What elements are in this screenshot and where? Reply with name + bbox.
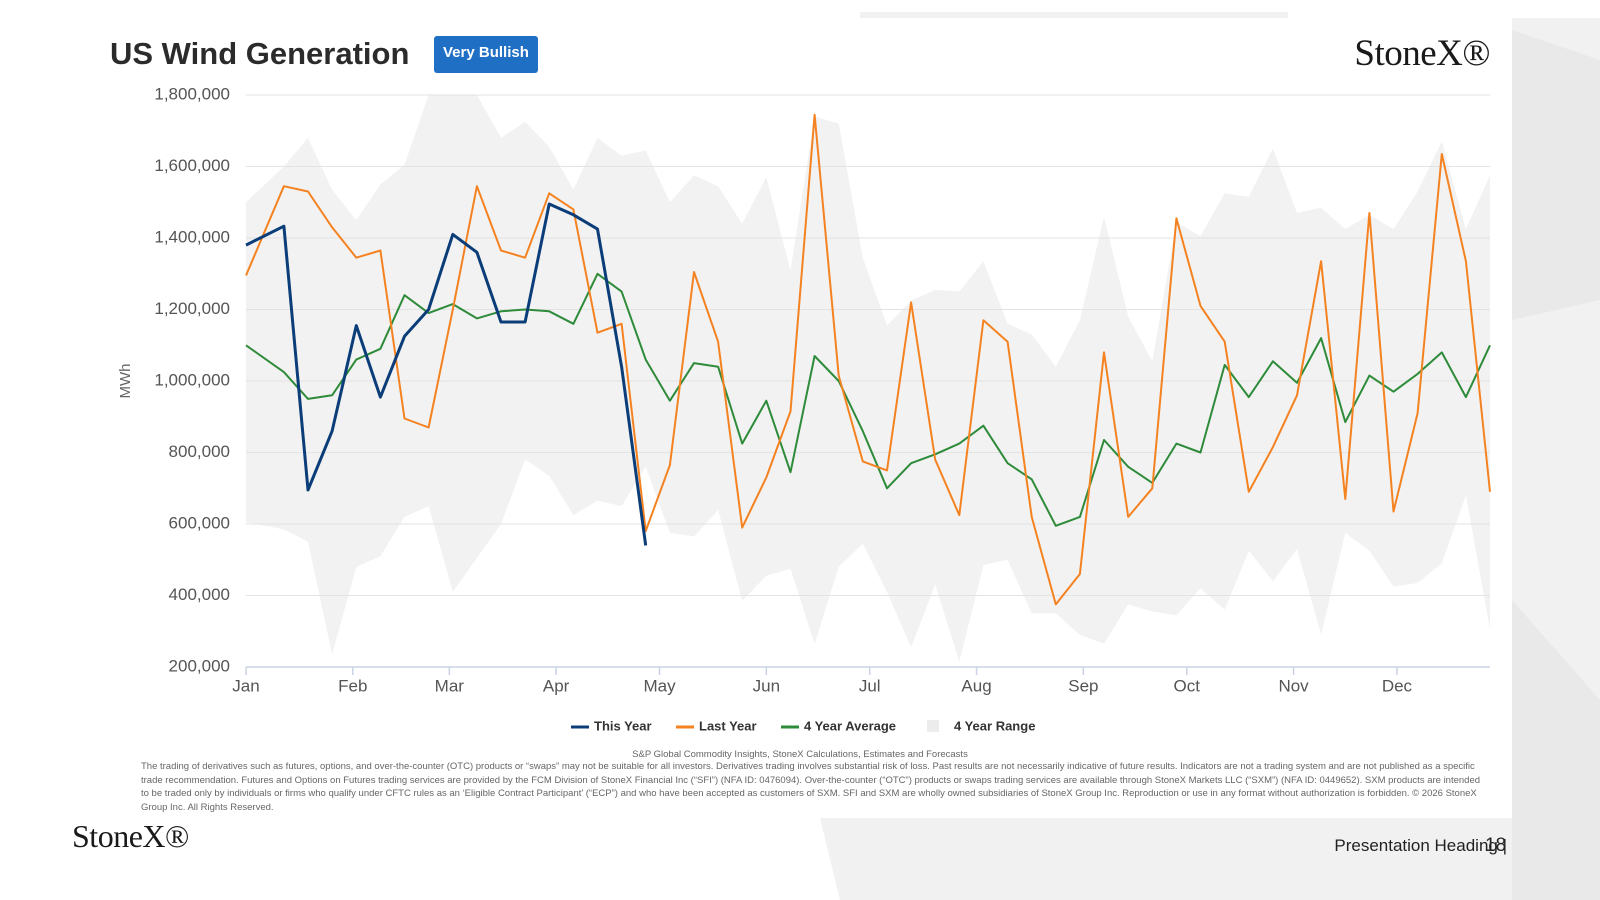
logo: StoneX® bbox=[72, 818, 189, 854]
x-tick-label: Jun bbox=[753, 676, 780, 695]
x-tick-label: Jan bbox=[232, 676, 259, 695]
x-tick-label: Nov bbox=[1278, 676, 1309, 695]
page-number: 18 bbox=[1485, 835, 1507, 856]
x-tick-label: Sep bbox=[1068, 676, 1098, 695]
y-tick-label: 1,600,000 bbox=[154, 156, 230, 175]
y-tick-label: 1,200,000 bbox=[154, 299, 230, 318]
decor-x bbox=[1512, 30, 1600, 320]
y-tick-label: 1,000,000 bbox=[154, 370, 230, 389]
slide-title: US Wind Generation bbox=[110, 36, 410, 71]
range-area bbox=[246, 95, 1490, 662]
decor-x bbox=[1512, 600, 1600, 900]
y-tick-label: 1,800,000 bbox=[154, 84, 230, 103]
legend-label: 4 Year Range bbox=[954, 718, 1035, 733]
series-line bbox=[245, 272, 1491, 527]
sentiment-badge: Very Bullish bbox=[434, 36, 538, 73]
series-line bbox=[245, 113, 1491, 606]
decor-strip bbox=[860, 12, 1288, 18]
x-tick-label: Oct bbox=[1174, 676, 1201, 695]
legend-swatch bbox=[927, 720, 939, 732]
decor-bottom bbox=[820, 818, 1512, 900]
y-tick-label: 400,000 bbox=[169, 585, 230, 604]
y-tick-label: 800,000 bbox=[169, 442, 230, 461]
x-tick-label: Apr bbox=[543, 676, 570, 695]
x-tick-label: Jul bbox=[859, 676, 881, 695]
y-tick-label: 1,400,000 bbox=[154, 227, 230, 246]
y-axis-label: MWh bbox=[117, 364, 134, 399]
disclaimer: The trading of derivatives such as futur… bbox=[141, 761, 1481, 813]
x-tick-label: Aug bbox=[961, 676, 991, 695]
series-line bbox=[245, 202, 648, 546]
legend-label: Last Year bbox=[699, 718, 757, 733]
legend-label: This Year bbox=[594, 718, 652, 733]
footer-heading: Presentation Heading | bbox=[1334, 836, 1507, 855]
x-tick-label: Dec bbox=[1382, 676, 1413, 695]
source-note: S&P Global Commodity Insights, StoneX Ca… bbox=[632, 749, 968, 760]
x-tick-label: Feb bbox=[338, 676, 367, 695]
legend-label: 4 Year Average bbox=[804, 718, 896, 733]
y-tick-label: 200,000 bbox=[169, 656, 230, 675]
x-tick-label: May bbox=[643, 676, 676, 695]
logo: StoneX® bbox=[1354, 33, 1490, 74]
y-tick-label: 600,000 bbox=[169, 513, 230, 532]
x-tick-label: Mar bbox=[435, 676, 465, 695]
